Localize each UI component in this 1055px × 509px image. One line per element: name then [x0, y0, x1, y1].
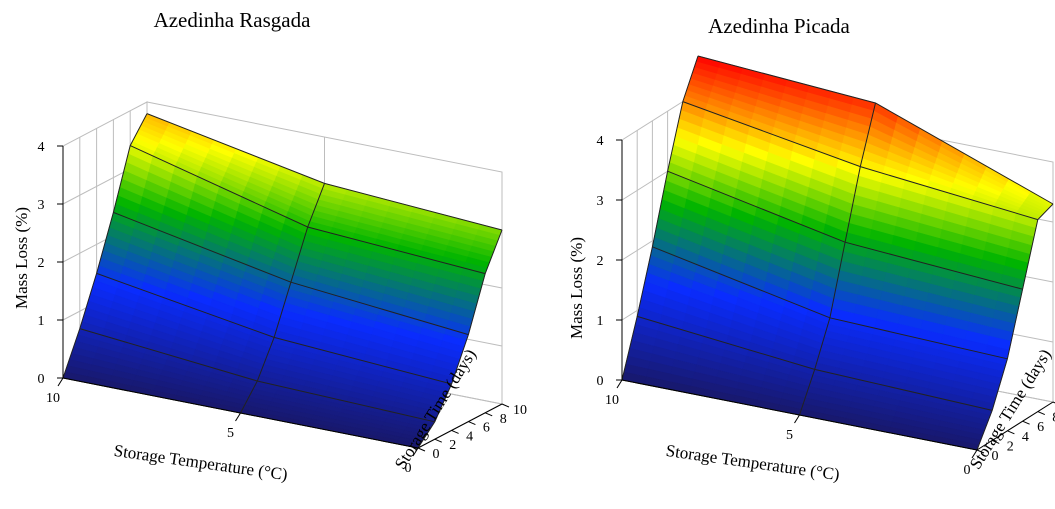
- y-tick-label: 0: [433, 447, 440, 462]
- y-tick-label: 2: [449, 438, 456, 453]
- surface: [621, 55, 1054, 451]
- x-tick: [616, 379, 623, 389]
- mesh-line: [62, 113, 148, 379]
- z-tick-label: 0: [38, 372, 45, 387]
- y-tick: [417, 447, 426, 452]
- x-tick: [794, 414, 800, 424]
- y-tick: [501, 403, 510, 408]
- x-tick: [971, 449, 978, 459]
- y-tick-label: 6: [483, 421, 490, 436]
- mesh-line: [417, 229, 503, 449]
- x-tick: [235, 412, 241, 422]
- y-tick: [468, 421, 476, 426]
- y-tick: [1037, 411, 1045, 416]
- mesh-line: [240, 183, 325, 414]
- x-axis-label: Storage Temperature (°C): [665, 441, 841, 484]
- x-tick: [412, 447, 419, 457]
- x-tick-label: 10: [46, 391, 60, 406]
- y-tick: [1022, 420, 1030, 425]
- z-tick-label: 2: [597, 254, 604, 269]
- y-axis: [976, 401, 1054, 451]
- y-tick-label: 10: [513, 403, 527, 418]
- y-tick: [992, 439, 1000, 444]
- y-tick-label: 6: [1037, 420, 1044, 435]
- z-axis-label: Mass Loss (%): [567, 237, 586, 339]
- y-tick: [434, 438, 442, 443]
- x-tick-label: 0: [405, 461, 412, 476]
- x-tick-label: 5: [227, 426, 234, 441]
- mesh-line: [976, 203, 1054, 451]
- z-tick-label: 1: [38, 314, 45, 329]
- x-tick-label: 0: [964, 463, 971, 478]
- surface: [62, 113, 503, 449]
- chart-title: Azedinha Rasgada: [154, 8, 312, 32]
- x-axis-label: Storage Temperature (°C): [113, 441, 289, 484]
- y-tick-label: 4: [466, 429, 473, 444]
- chart-title: Azedinha Picada: [708, 14, 850, 38]
- x-tick-label: 5: [786, 428, 793, 443]
- mesh-line: [621, 55, 699, 381]
- z-tick-label: 1: [597, 314, 604, 329]
- z-tick-label: 3: [597, 194, 604, 209]
- z-tick-label: 2: [38, 256, 45, 271]
- z-tick-label: 4: [597, 134, 604, 149]
- y-tick-label: 8: [500, 412, 507, 427]
- z-tick-label: 0: [597, 374, 604, 389]
- y-tick: [1052, 401, 1055, 404]
- z-tick-label: 3: [38, 198, 45, 213]
- y-axis: [417, 403, 503, 449]
- z-axis-label: Mass Loss (%): [12, 207, 31, 309]
- x-tick-label: 10: [605, 393, 619, 408]
- x-tick: [57, 377, 64, 387]
- y-tick-label: 0: [992, 449, 999, 464]
- mesh-line: [799, 102, 876, 416]
- y-tick: [1007, 430, 1015, 435]
- y-tick: [485, 412, 493, 417]
- y-tick-label: 8: [1052, 411, 1055, 426]
- y-tick-label: 4: [1022, 430, 1029, 445]
- y-tick: [976, 449, 985, 454]
- y-tick-label: 2: [1007, 439, 1014, 454]
- y-tick: [451, 429, 459, 434]
- z-tick-label: 4: [38, 140, 45, 155]
